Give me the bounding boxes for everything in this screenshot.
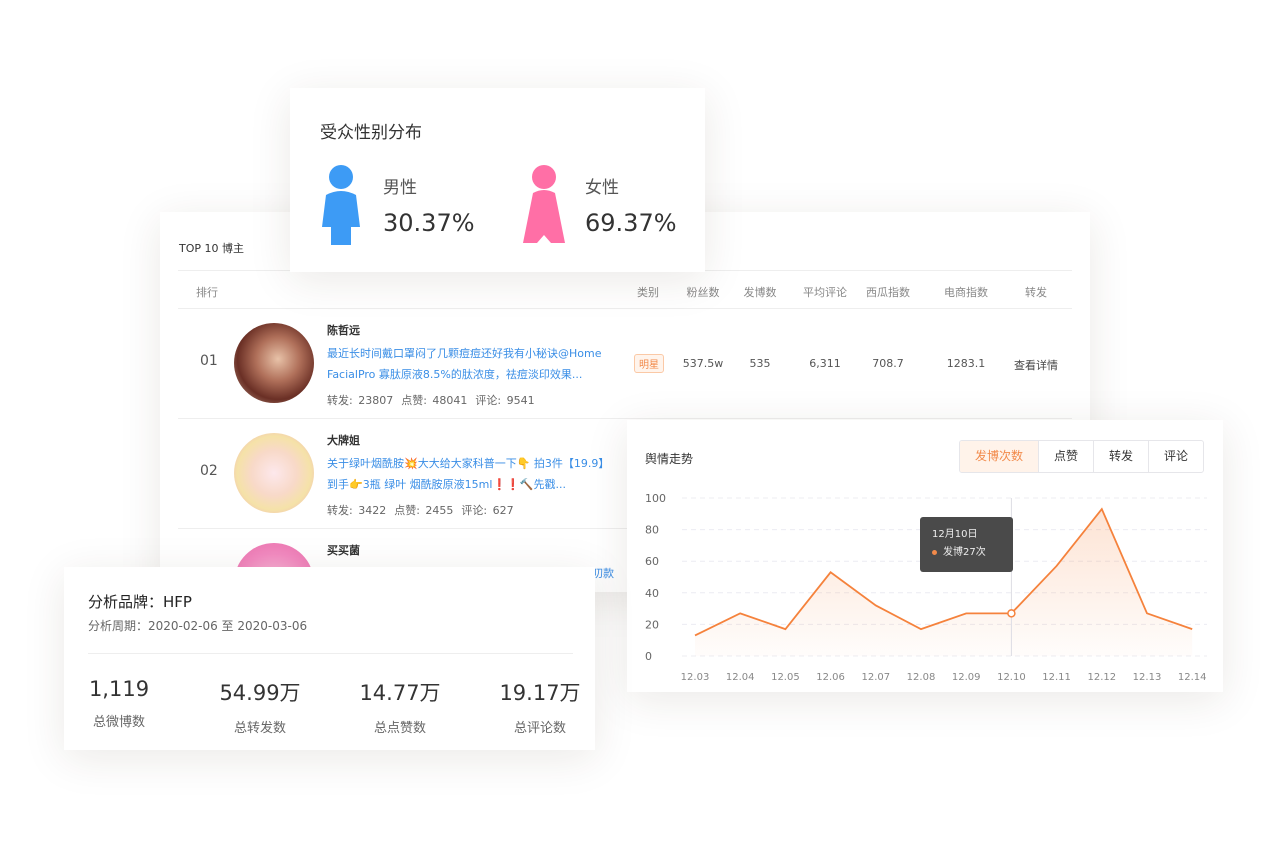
post-count: 535 <box>749 357 771 370</box>
comment-count: 评论: 627 <box>461 504 514 517</box>
brand-summary-card: 分析品牌：HFP 分析周期：2020-02-06 至 2020-03-06 1,… <box>64 567 595 750</box>
post-stats: 转发: 3422 点赞: 2455 评论: 627 <box>327 502 522 518</box>
header-xigua-index: 西瓜指数 <box>866 286 910 299</box>
kpi-value: 14.77万 <box>359 681 441 705</box>
tooltip-value: 发博27次 <box>943 547 986 558</box>
repost-count: 转发: 3422 <box>327 504 387 517</box>
chart-tooltip: 12月10日 发博27次 <box>920 517 1013 572</box>
y-tick-label: 100 <box>645 492 666 505</box>
kpi-total-posts: 1,119 总微博数 <box>54 677 184 730</box>
kpi-value: 1,119 <box>88 677 150 701</box>
divider <box>178 418 1072 419</box>
kpi-label: 总转发数 <box>233 721 286 736</box>
card-title: TOP 10 博主 <box>179 242 245 255</box>
tab-likes[interactable]: 点赞 <box>1038 441 1093 472</box>
kpi-total-comments: 19.17万总评论数 <box>475 677 605 736</box>
brand-title: 分析品牌：HFP <box>88 593 192 611</box>
x-tick-label: 12.04 <box>726 672 755 683</box>
divider <box>178 308 1072 309</box>
area-fill <box>695 509 1193 656</box>
category-badge: 明星 <box>634 354 664 373</box>
divider <box>88 653 573 654</box>
tab-post-count[interactable]: 发博次数 <box>960 441 1038 472</box>
rank: 01 <box>200 353 218 369</box>
x-tick-label: 12.09 <box>952 672 981 683</box>
avatar[interactable] <box>234 323 314 403</box>
blogger-name[interactable]: 买买菌 <box>327 544 360 557</box>
series-line <box>694 507 1193 637</box>
xigua-index: 708.7 <box>872 357 904 370</box>
comment-count: 评论: 9541 <box>475 394 535 407</box>
x-tick-label: 12.10 <box>997 672 1026 683</box>
post-excerpt[interactable]: 叨款 <box>592 567 614 580</box>
top10-bloggers-card: TOP 10 博主 排行 类别 粉丝数 发博数 平均评论 西瓜指数 电商指数 转… <box>160 212 1090 623</box>
ecom-index: 1283.1 <box>946 357 986 370</box>
male-percentage: 30.37% <box>383 209 475 237</box>
trend-chart-card: 舆情走势 发博次数 点赞 转发 评论 0 20 40 60 80 100 12.03 12.0… <box>627 420 1223 692</box>
female-label: 女性 <box>585 178 619 198</box>
avg-comments: 6,311 <box>809 357 841 370</box>
x-tick-label: 12.12 <box>1087 672 1116 683</box>
x-tick-label: 12.13 <box>1133 672 1162 683</box>
kpi-label: 总微博数 <box>92 715 145 730</box>
x-tick-label: 12.05 <box>771 672 800 683</box>
view-details-link[interactable]: 查看详情 <box>1014 359 1058 372</box>
header-category: 类别 <box>637 286 659 299</box>
x-tick-label: 12.03 <box>681 672 710 683</box>
rank: 02 <box>200 463 218 479</box>
male-label: 男性 <box>383 178 417 198</box>
x-tick-label: 12.11 <box>1042 672 1071 683</box>
table-row: 02 大牌姐 关于绿叶烟酰胺💥大大给大家科普一下👇 拍3件【19.9】到手👉3瓶… <box>160 418 1090 528</box>
female-percentage: 69.37% <box>585 209 677 237</box>
kpi-total-likes: 14.77万总点赞数 <box>335 677 465 736</box>
data-point <box>1007 609 1016 618</box>
header-avg-comments: 平均评论 <box>803 286 847 299</box>
header-repost: 转发 <box>1025 286 1047 299</box>
metric-tabs: 发博次数 点赞 转发 评论 <box>959 440 1204 473</box>
x-tick-label: 12.06 <box>816 672 845 683</box>
table-row: 01 陈哲远 最近长时间戴口罩闷了几颗痘痘还好我有小秘诀@Home Facial… <box>160 308 1090 418</box>
x-tick-label: 12.14 <box>1178 672 1207 683</box>
divider <box>178 528 1072 529</box>
y-tick-label: 0 <box>645 650 652 663</box>
female-icon <box>523 165 565 243</box>
y-tick-label: 80 <box>645 524 659 537</box>
gender-distribution-card: 受众性别分布 男性 30.37% 女性 69.37% <box>290 88 705 272</box>
tab-comments[interactable]: 评论 <box>1148 441 1203 472</box>
kpi-label: 总点赞数 <box>373 721 426 736</box>
kpi-value: 54.99万 <box>219 681 301 705</box>
card-title: 舆情走势 <box>645 452 694 466</box>
tab-reposts[interactable]: 转发 <box>1093 441 1148 472</box>
kpi-value: 19.17万 <box>499 681 581 705</box>
y-tick-label: 60 <box>645 555 659 568</box>
header-ecom-index: 电商指数 <box>944 286 988 299</box>
repost-count: 转发: 23807 <box>327 394 394 407</box>
header-rank: 排行 <box>196 286 218 299</box>
tooltip-date: 12月10日 <box>932 529 978 540</box>
header-posts: 发博数 <box>743 286 777 299</box>
y-tick-label: 20 <box>645 618 659 631</box>
like-count: 点赞: 2455 <box>394 504 454 517</box>
avatar[interactable] <box>234 433 314 513</box>
x-tick-label: 12.07 <box>861 672 890 683</box>
post-excerpt[interactable]: 最近长时间戴口罩闷了几颗痘痘还好我有小秘诀@Home FacialPro 寡肽原… <box>327 347 602 381</box>
male-icon <box>322 165 360 245</box>
header-fans: 粉丝数 <box>686 286 720 299</box>
series-dot-icon <box>932 549 937 555</box>
post-stats: 转发: 23807 点赞: 48041 评论: 9541 <box>327 392 543 408</box>
kpi-total-reposts: 54.99万总转发数 <box>195 677 325 736</box>
x-tick-label: 12.08 <box>907 672 936 683</box>
analysis-period: 分析周期：2020-02-06 至 2020-03-06 <box>88 619 308 633</box>
card-title: 受众性别分布 <box>320 123 422 143</box>
kpi-label: 总评论数 <box>513 721 566 736</box>
fans-count: 537.5w <box>682 357 724 370</box>
blogger-name[interactable]: 陈哲远 <box>327 324 360 337</box>
like-count: 点赞: 48041 <box>401 394 468 407</box>
blogger-name[interactable]: 大牌姐 <box>327 434 360 447</box>
post-excerpt[interactable]: 关于绿叶烟酰胺💥大大给大家科普一下👇 拍3件【19.9】到手👉3瓶 绿叶 烟酰胺… <box>327 457 610 491</box>
y-tick-label: 40 <box>645 587 659 600</box>
